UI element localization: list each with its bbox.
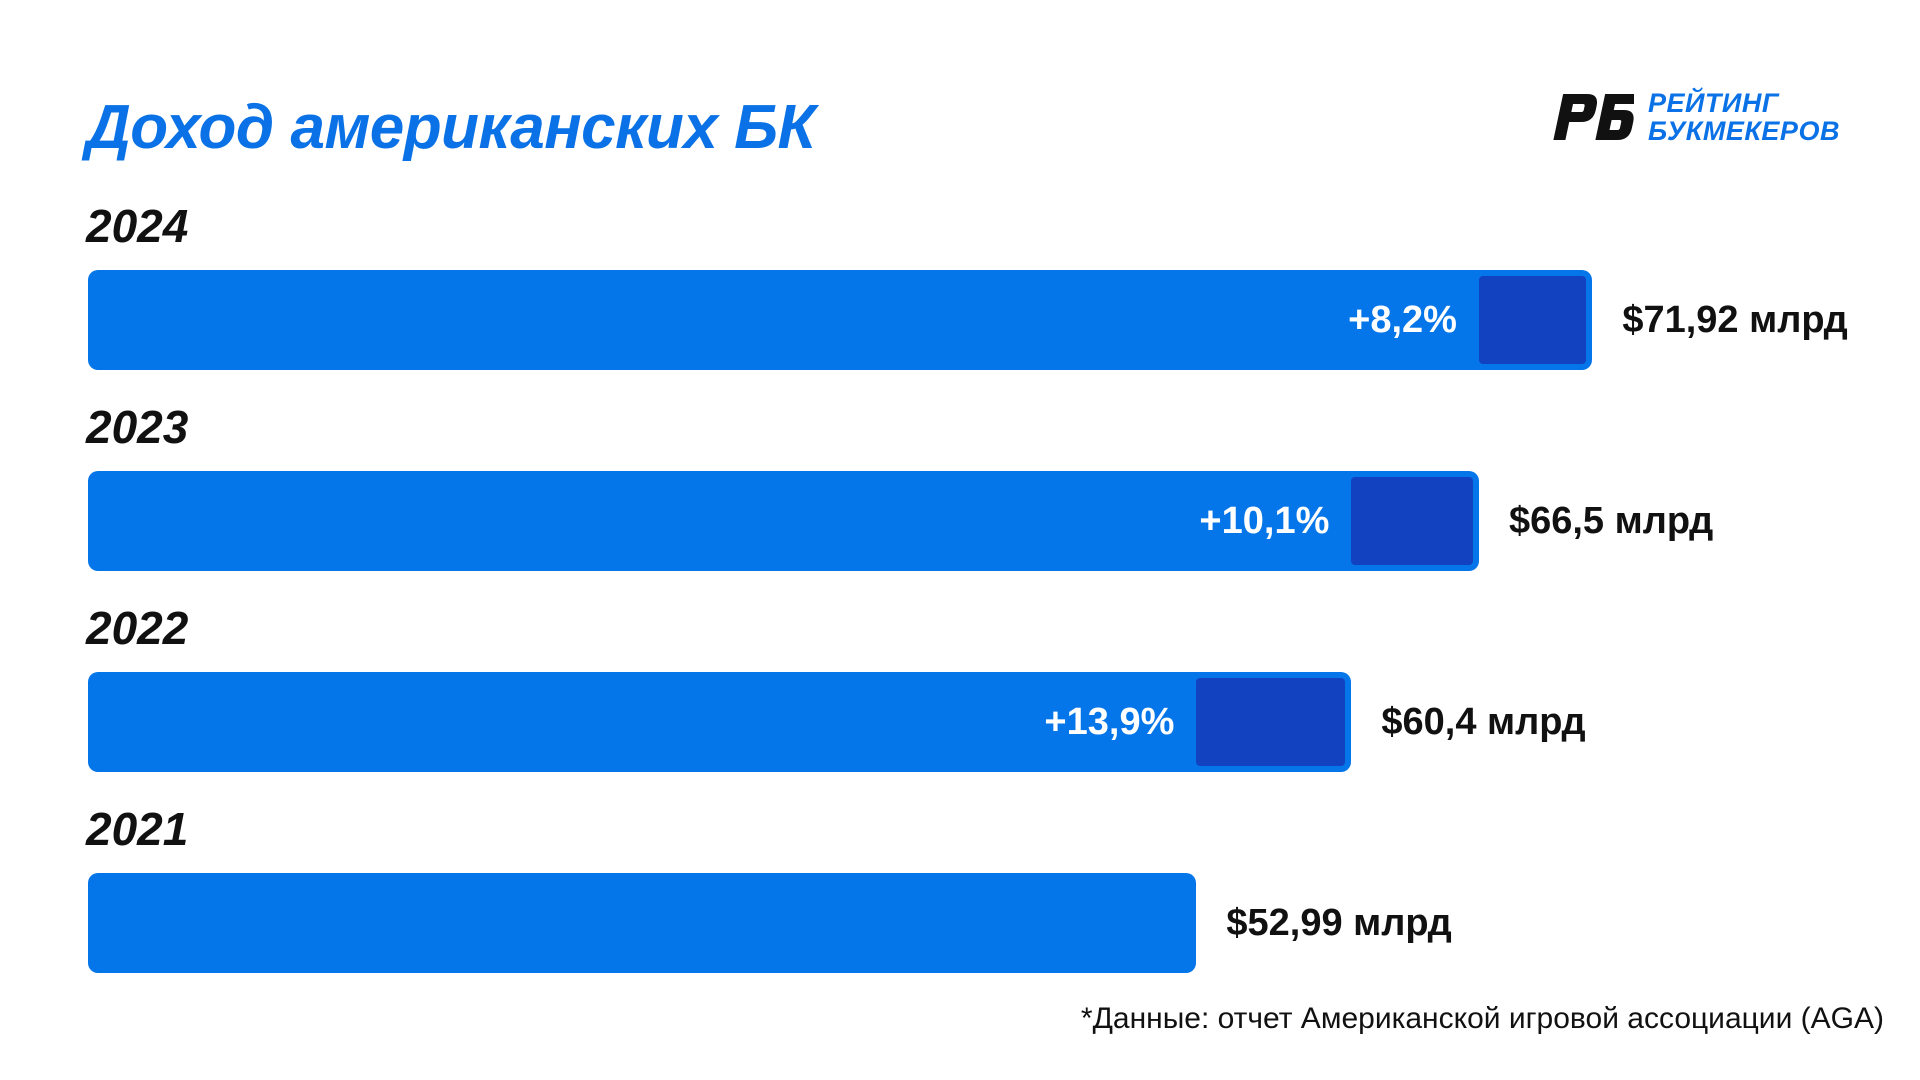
- revenue-bar: +13,9%: [88, 672, 1352, 772]
- growth-percent-label: +8,2%: [1348, 299, 1457, 341]
- source-footnote: *Данные: отчет Американской игровой ассо…: [1080, 1002, 1884, 1035]
- value-label: $60,4 млрд: [1381, 701, 1586, 743]
- year-label: 2022: [86, 602, 189, 654]
- growth-segment: [1351, 477, 1473, 565]
- growth-segment: [1196, 678, 1346, 766]
- year-label: 2023: [86, 401, 189, 453]
- revenue-bar: +10,1%: [88, 471, 1479, 571]
- value-label: $71,92 млрд: [1622, 299, 1848, 341]
- rb-logo-icon: [1553, 94, 1634, 140]
- growth-percent-label: +13,9%: [1044, 701, 1175, 743]
- chart-title: Доход американских БК: [86, 93, 816, 162]
- logo-text-line1: РЕЙТИНГ: [1648, 88, 1779, 118]
- brand-logo: РЕЙТИНГ БУКМЕКЕРОВ: [1548, 84, 1840, 150]
- growth-segment: [1478, 276, 1587, 364]
- revenue-bar: [88, 873, 1197, 973]
- revenue-bar: +8,2%: [88, 270, 1593, 370]
- year-label: 2024: [86, 200, 189, 252]
- year-label: 2021: [86, 803, 189, 855]
- value-label: $52,99 млрд: [1226, 902, 1452, 944]
- value-label: $66,5 млрд: [1508, 500, 1714, 542]
- growth-percent-label: +10,1%: [1199, 500, 1330, 542]
- logo-text-line2: БУКМЕКЕРОВ: [1648, 116, 1840, 146]
